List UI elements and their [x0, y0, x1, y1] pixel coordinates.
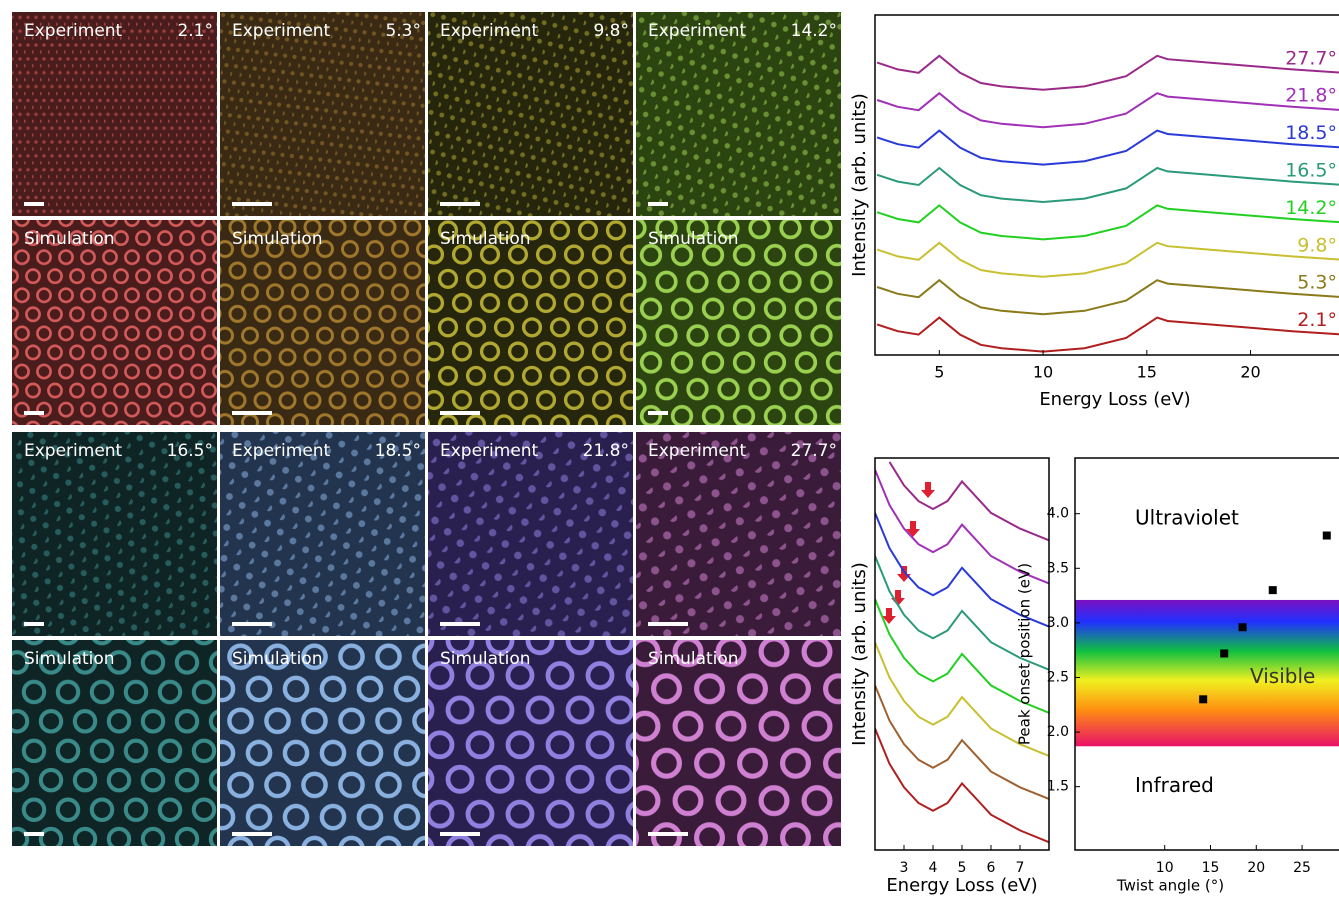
panel-label: Experiment	[440, 21, 539, 41]
page: Experiment Simulation 2.1° Experiment Simula…	[0, 0, 1339, 899]
micrograph-texture	[220, 220, 425, 425]
micrograph-texture	[636, 432, 841, 636]
panel-label: Experiment	[232, 441, 331, 461]
region-label: Visible	[1250, 664, 1315, 688]
series-label: 9.8°	[1297, 234, 1337, 256]
plot-frame	[875, 15, 1339, 355]
angle-label: 18.5°	[375, 441, 421, 461]
figure: Experiment Simulation 2.1° Experiment Simula…	[0, 0, 1339, 899]
micrograph-texture	[12, 432, 217, 636]
micrograph-texture	[220, 640, 425, 846]
arrow	[906, 521, 920, 537]
angle-label: 16.5°	[167, 441, 213, 461]
panel-label: Simulation	[232, 229, 323, 249]
panel-label: Simulation	[648, 649, 739, 669]
x-tick-label: 20	[1247, 860, 1265, 876]
micrograph-texture	[12, 12, 217, 216]
angle-label: 21.8°	[583, 441, 629, 461]
x-tick-label: 3	[900, 860, 909, 876]
panel-label: Experiment	[648, 441, 747, 461]
micrograph-texture	[220, 432, 425, 636]
onset-arrows	[882, 482, 935, 624]
micrograph-texture	[12, 220, 217, 425]
x-axis-label: Twist angle (°)	[1116, 877, 1224, 895]
y-tick-label: 4.0	[1047, 506, 1069, 522]
x-tick-label: 10	[1156, 860, 1174, 876]
x-tick-label: 5	[934, 363, 944, 382]
micrograph-texture	[220, 12, 425, 216]
panel-label: Experiment	[24, 441, 123, 461]
y-tick-label: 3.5	[1047, 560, 1069, 576]
spectrum-line	[877, 318, 1339, 352]
point	[1269, 586, 1277, 594]
series-label: 16.5°	[1285, 160, 1337, 182]
panel-label: Simulation	[24, 649, 115, 669]
point	[1239, 623, 1247, 631]
micrograph-texture	[428, 12, 633, 216]
micrograph-texture	[636, 220, 841, 425]
y-axis-label: Intensity (arb. units)	[849, 562, 870, 746]
x-axis-label: Energy Loss (eV)	[1039, 389, 1190, 410]
micrograph-texture	[12, 640, 217, 846]
y-axis-label: Intensity (arb. units)	[849, 93, 870, 277]
point	[1199, 695, 1207, 703]
arrow	[921, 482, 935, 498]
x-tick-label: 20	[1240, 363, 1260, 382]
region-label: Infrared	[1135, 773, 1214, 797]
series-label: 5.3°	[1297, 272, 1337, 294]
spectrum-line	[877, 93, 1339, 127]
x-tick-label: 5	[958, 860, 967, 876]
panel-label: Experiment	[440, 441, 539, 461]
point	[1220, 649, 1228, 657]
micrograph-texture	[636, 12, 841, 216]
x-tick-label: 15	[1202, 860, 1220, 876]
spectrum-line	[877, 168, 1339, 202]
angle-label: 2.1°	[177, 21, 213, 41]
arrow	[897, 566, 911, 582]
angle-label: 9.8°	[593, 21, 629, 41]
panel-label: Simulation	[440, 649, 531, 669]
micrograph-texture	[428, 220, 633, 425]
x-tick-label: 25	[1293, 860, 1311, 876]
y-tick-label: 3.0	[1047, 615, 1069, 631]
micrograph-texture	[636, 640, 841, 846]
x-tick-label: 6	[987, 860, 996, 876]
series-label: 21.8°	[1285, 85, 1337, 107]
series-label: 27.7°	[1285, 47, 1337, 69]
panel-label: Experiment	[24, 21, 123, 41]
panel-label: Simulation	[440, 229, 531, 249]
panel-label: Simulation	[232, 649, 323, 669]
x-tick-label: 10	[1033, 363, 1053, 382]
spectrum-line	[877, 56, 1339, 90]
panel-label: Simulation	[24, 229, 115, 249]
spectrum-line	[877, 205, 1339, 239]
series-label: 14.2°	[1285, 197, 1337, 219]
y-tick-label: 2.5	[1047, 669, 1069, 685]
spectrum-line	[877, 243, 1339, 277]
micrograph-texture	[428, 432, 633, 636]
angle-label: 14.2°	[791, 21, 837, 41]
y-tick-label: 1.5	[1047, 779, 1069, 795]
series-label: 18.5°	[1285, 122, 1337, 144]
point	[1323, 532, 1331, 540]
spectrum-line	[877, 280, 1339, 314]
x-tick-label: 7	[1016, 860, 1025, 876]
spectrum-line	[877, 131, 1339, 165]
x-tick-label: 15	[1137, 363, 1157, 382]
region-label: Ultraviolet	[1135, 506, 1239, 530]
panel-label: Experiment	[648, 21, 747, 41]
panel-label: Simulation	[648, 229, 739, 249]
x-tick-label: 4	[929, 860, 938, 876]
series-label: 2.1°	[1297, 309, 1337, 331]
y-tick-label: 2.0	[1047, 724, 1069, 740]
panel-label: Experiment	[232, 21, 331, 41]
angle-label: 5.3°	[385, 21, 421, 41]
micrograph-texture	[428, 640, 633, 846]
angle-label: 27.7°	[791, 441, 837, 461]
y-axis-label: Peak onset position (eV)	[1016, 563, 1034, 745]
x-axis-label: Energy Loss (eV)	[886, 875, 1037, 896]
